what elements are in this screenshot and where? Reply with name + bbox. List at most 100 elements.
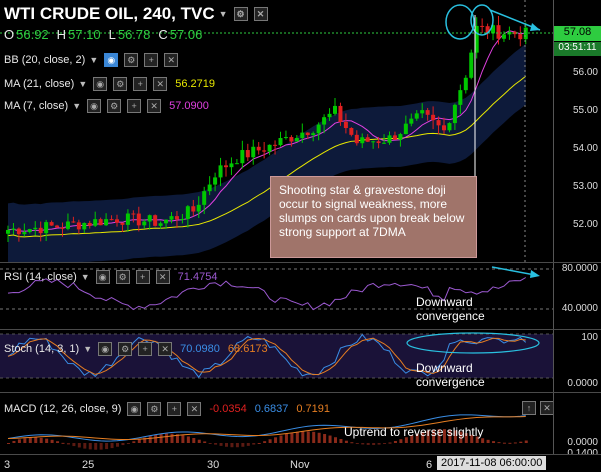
add-icon[interactable]: +: [138, 342, 153, 356]
rsi-pane[interactable]: RSI (14, close) ▼ ◉ ⚙ + ✕ 71.4754 Downwa…: [0, 263, 553, 329]
macd-histogram-bar: [34, 437, 38, 443]
macd-histogram-bar: [159, 433, 163, 443]
macd-histogram-bar: [219, 443, 223, 446]
macd-histogram-bar: [350, 442, 354, 444]
settings-icon[interactable]: ⚙: [113, 77, 128, 91]
chevron-down-icon[interactable]: ▼: [83, 344, 93, 354]
settings-icon[interactable]: ⚙: [124, 53, 139, 67]
annotation-box[interactable]: Shooting star & gravestone doji occur to…: [270, 176, 477, 258]
macd-hist-value: -0.0354: [209, 403, 247, 415]
close-icon[interactable]: ✕: [153, 77, 168, 91]
chevron-down-icon[interactable]: ▼: [218, 9, 228, 19]
close-icon[interactable]: ✕: [147, 99, 162, 113]
candle-body: [262, 150, 267, 152]
macd-histogram-bar: [72, 443, 76, 447]
candle-body: [469, 52, 474, 78]
macd-histogram-bar: [344, 440, 348, 443]
add-icon[interactable]: +: [135, 270, 150, 284]
eye-icon[interactable]: ◉: [87, 99, 102, 113]
rsi-chart[interactable]: [0, 263, 553, 329]
macd-histogram-bar: [208, 443, 212, 444]
macd-histogram-bar: [268, 439, 272, 443]
ma21-legend[interactable]: MA (21, close) ▼ ◉ ⚙ + ✕ 56.2719: [4, 77, 215, 91]
settings-icon[interactable]: ⚙: [118, 342, 133, 356]
close-icon[interactable]: ✕: [540, 401, 554, 415]
candle-body: [65, 221, 70, 229]
macd-tick: 0.1400: [567, 448, 598, 454]
candle-body: [33, 227, 38, 230]
chevron-down-icon[interactable]: ▼: [89, 55, 99, 65]
close-icon[interactable]: ✕: [155, 270, 170, 284]
macd-axis[interactable]: 0.0000 0.1400: [553, 393, 601, 454]
candle-body: [196, 204, 201, 212]
stoch-legend[interactable]: Stoch (14, 3, 1) ▼ ◉ ⚙ + ✕ 70.0980 68.61…: [4, 342, 268, 356]
macd-histogram-bar: [393, 440, 397, 443]
macd-histogram-bar: [241, 443, 245, 447]
chevron-down-icon[interactable]: ▼: [72, 101, 82, 111]
pane-separator[interactable]: [0, 262, 601, 263]
macd-pane[interactable]: MACD (12, 26, close, 9) ◉ ⚙ + ✕ -0.0354 …: [0, 393, 554, 454]
close-icon[interactable]: ✕: [164, 53, 179, 67]
chevron-down-icon[interactable]: ▼: [80, 272, 90, 282]
chevron-down-icon[interactable]: ▼: [78, 79, 88, 89]
add-icon[interactable]: +: [133, 77, 148, 91]
stoch-axis[interactable]: 100 0.0000: [553, 330, 601, 392]
candle-body: [403, 123, 408, 135]
stoch-d-line: [7, 337, 526, 376]
macd-histogram-bar: [235, 443, 239, 448]
close-icon[interactable]: ✕: [158, 342, 173, 356]
add-icon[interactable]: +: [127, 99, 142, 113]
candle-body: [16, 228, 21, 235]
price-pane[interactable]: WTI CRUDE OIL, 240, TVC ▼ ⚙ ✕ O 56.92 H 57…: [0, 0, 553, 262]
settings-icon[interactable]: ⚙: [115, 270, 130, 284]
settings-icon[interactable]: ⚙: [107, 99, 122, 113]
macd-histogram-bar: [470, 434, 474, 443]
macd-chart[interactable]: [0, 393, 553, 454]
candle-body: [147, 215, 152, 222]
price-chart[interactable]: [0, 0, 553, 262]
candle-body: [300, 132, 305, 138]
candle-body: [131, 213, 136, 215]
arrow-up-icon[interactable]: ↑: [522, 401, 536, 415]
candle-body: [174, 216, 179, 220]
ma7-legend[interactable]: MA (7, close) ▼ ◉ ⚙ + ✕ 57.0900: [4, 99, 209, 113]
eye-icon[interactable]: ◉: [104, 53, 119, 67]
eye-icon[interactable]: ◉: [93, 77, 108, 91]
rsi-axis[interactable]: 80.0000 40.0000: [553, 263, 601, 329]
eye-icon[interactable]: ◉: [127, 402, 142, 416]
stoch-chart[interactable]: [0, 330, 553, 392]
bb-legend[interactable]: BB (20, close, 2) ▼ ◉ ⚙ + ✕: [4, 53, 179, 67]
candle-body: [115, 219, 119, 223]
macd-legend[interactable]: MACD (12, 26, close, 9) ◉ ⚙ + ✕ -0.0354 …: [4, 402, 330, 416]
rsi-legend[interactable]: RSI (14, close) ▼ ◉ ⚙ + ✕ 71.4754: [4, 270, 217, 284]
close-icon[interactable]: ✕: [187, 402, 202, 416]
macd-histogram-bar: [432, 429, 436, 443]
last-price-label: 57.08: [554, 26, 601, 41]
settings-icon[interactable]: ⚙: [147, 402, 162, 416]
macd-histogram-bar: [56, 441, 60, 443]
macd-histogram-bar: [181, 435, 185, 443]
add-icon[interactable]: +: [167, 402, 182, 416]
eye-icon[interactable]: ◉: [98, 342, 113, 356]
candle-body: [354, 134, 359, 144]
add-icon[interactable]: +: [144, 53, 159, 67]
pane-separator[interactable]: [0, 454, 601, 455]
chart-title[interactable]: WTI CRUDE OIL, 240, TVC ▼ ⚙ ✕: [4, 4, 268, 24]
eye-icon[interactable]: ◉: [95, 270, 110, 284]
pane-separator[interactable]: [0, 392, 601, 393]
macd-line: [7, 414, 526, 442]
settings-icon[interactable]: ⚙: [233, 7, 248, 21]
candle-body: [224, 165, 228, 168]
macd-histogram-bar: [197, 439, 201, 443]
time-axis[interactable]: 3 25 30 Nov 6 2017-11-08 06:00:00: [0, 455, 601, 472]
close-icon[interactable]: ✕: [253, 7, 268, 21]
candle-body: [229, 163, 234, 168]
macd-histogram-bar: [475, 436, 479, 443]
rsi-annotation: Downward convergence: [416, 295, 485, 323]
macd-histogram-bar: [77, 443, 81, 448]
macd-histogram-bar: [50, 439, 54, 443]
bb-label: BB (20, close, 2): [4, 54, 86, 66]
stoch-pane[interactable]: Stoch (14, 3, 1) ▼ ◉ ⚙ + ✕ 70.0980 68.61…: [0, 330, 553, 392]
pane-separator[interactable]: [0, 329, 601, 330]
candle-body: [207, 184, 212, 192]
